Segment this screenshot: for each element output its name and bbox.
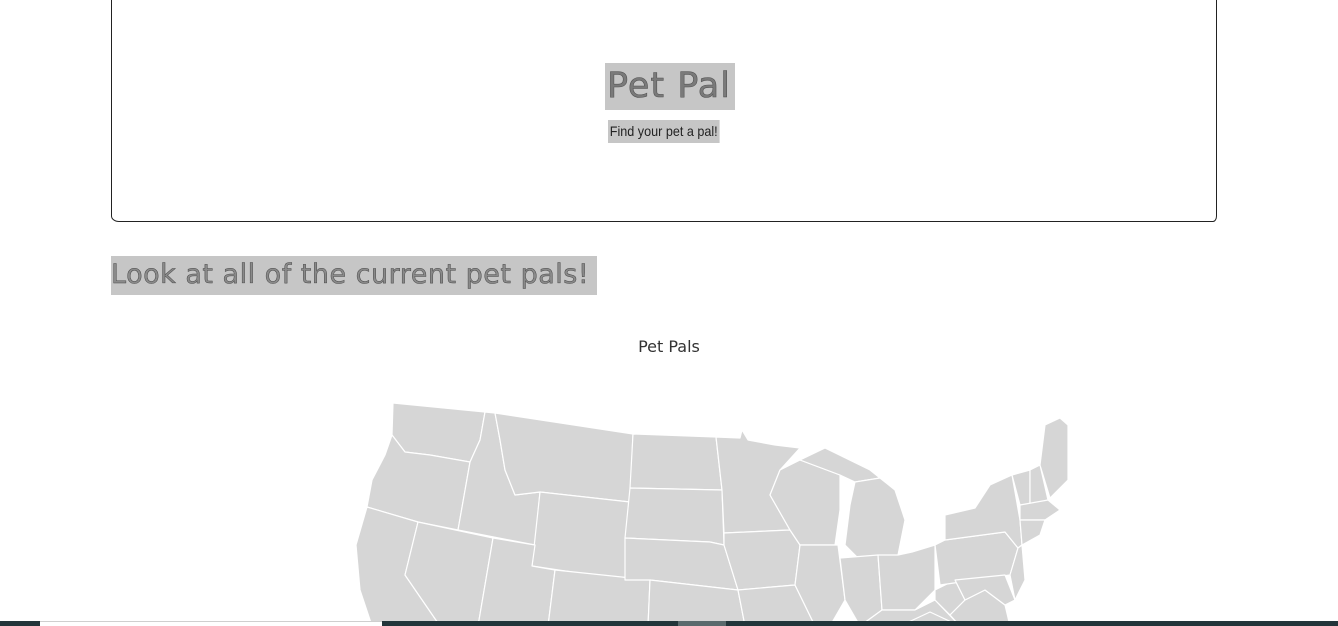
state-nevada[interactable] <box>404 521 494 626</box>
state-illinois[interactable] <box>794 544 846 626</box>
state-north-dakota[interactable] <box>629 433 723 491</box>
state-kansas[interactable] <box>647 579 746 626</box>
state-montana[interactable] <box>494 412 634 503</box>
hero-banner <box>111 0 1217 222</box>
site-tagline: Find your pet a pal! <box>608 120 720 143</box>
bottom-scroll-segment <box>40 621 382 626</box>
state-ohio[interactable] <box>877 544 936 611</box>
state-new-jersey[interactable] <box>1009 544 1026 601</box>
map-title: Pet Pals <box>638 337 700 356</box>
site-title: Pet Pal <box>605 63 735 110</box>
state-south-dakota[interactable] <box>624 487 725 546</box>
section-heading: Look at all of the current pet pals! <box>111 256 598 295</box>
state-iowa[interactable] <box>723 529 801 591</box>
state-minnesota[interactable] <box>715 429 801 534</box>
state-michigan-lower[interactable] <box>844 477 906 559</box>
state-maine[interactable] <box>1039 417 1069 499</box>
state-connecticut[interactable] <box>1019 519 1046 546</box>
state-colorado[interactable] <box>547 569 651 626</box>
state-wyoming[interactable] <box>531 491 631 581</box>
state-maryland[interactable] <box>954 574 1016 606</box>
state-massachusetts[interactable] <box>1019 499 1061 521</box>
state-missouri[interactable] <box>737 584 816 626</box>
bottom-scroll-thumb[interactable] <box>678 621 726 626</box>
bottom-scrollbar[interactable] <box>0 621 1338 626</box>
